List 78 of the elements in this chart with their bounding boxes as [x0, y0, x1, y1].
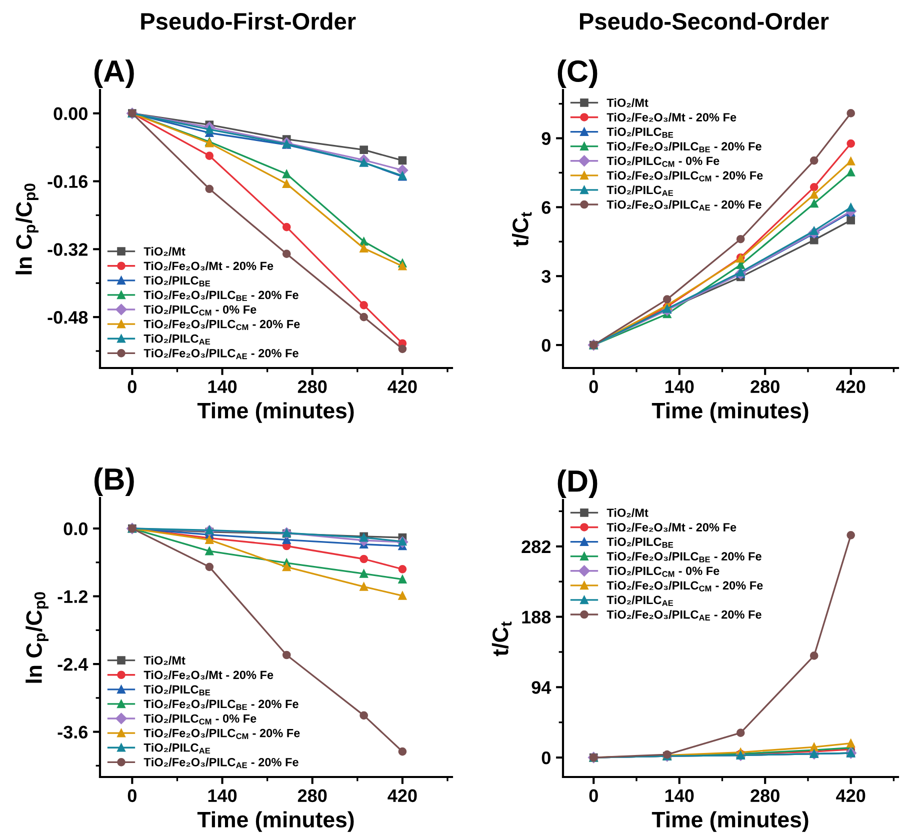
- x-tick-label: 140: [208, 380, 237, 394]
- y-tick-label: -0.16: [48, 175, 88, 188]
- legend-label: TiO₂/Fe₂O₃/PILC$_{AE}$ - 20% Fe: [606, 200, 762, 210]
- legend-label: TiO₂/Mt: [606, 508, 648, 518]
- x-tick-label: 420: [388, 789, 417, 802]
- x-tick-label: 420: [836, 789, 866, 802]
- y-tick-label: 9: [542, 132, 551, 145]
- x-tick-label: 0: [589, 380, 598, 394]
- legend-label: TiO₂/Fe₂O₃/PILC$_{CM}$ - 20% Fe: [144, 320, 300, 330]
- legend-label: TiO₂/Mt: [144, 656, 186, 665]
- legend-label: TiO₂/Fe₂O₃/PILC$_{AE}$ - 20% Fe: [144, 758, 298, 768]
- legend-label: TiO₂/Fe₂O₃/PILC$_{BE}$ - 20% Fe: [606, 552, 762, 562]
- x-tick-label: 140: [665, 380, 694, 394]
- chart-subtitle: Pseudo-First-Order: [141, 12, 356, 30]
- y-tick-label: 3: [542, 270, 551, 283]
- legend-label: TiO₂/Fe₂O₃/Mt - 20% Fe: [606, 522, 736, 532]
- legend-label: TiO₂/PILC$_{CM}$ - 0% Fe: [606, 156, 720, 167]
- legend-label: TiO₂/PILC$_{AE}$: [606, 185, 674, 196]
- x-tick-label: 280: [750, 789, 780, 802]
- y-tick-label: 94: [532, 681, 552, 694]
- legend-label: TiO₂/Fe₂O₃/PILC$_{CM}$ - 20% Fe: [606, 580, 763, 592]
- x-tick-label: 0: [128, 380, 136, 394]
- x-axis-title: Time (minutes): [652, 811, 808, 832]
- y-tick-label: 0: [542, 751, 550, 764]
- legend-label: TiO₂/Fe₂O₃/PILC$_{BE}$ - 20% Fe: [606, 142, 762, 152]
- x-tick-label: 0: [128, 789, 136, 802]
- legend-label: TiO₂/Mt: [606, 98, 648, 108]
- y-tick-label: -1.2: [58, 590, 88, 603]
- x-tick-label: 420: [388, 380, 417, 394]
- y-tick-label: -2.4: [58, 658, 88, 671]
- legend-label: TiO₂/PILC$_{CM}$ - 0% Fe: [606, 566, 720, 577]
- legend-label: TiO₂/Fe₂O₃/PILC$_{AE}$ - 20% Fe: [144, 348, 298, 360]
- legend-label: TiO₂/Fe₂O₃/PILC$_{CM}$ - 20% Fe: [144, 728, 300, 740]
- legend-label: TiO₂/Fe₂O₃/Mt - 20% Fe: [144, 670, 274, 680]
- legend-label: TiO₂/Fe₂O₃/PILC$_{CM}$ - 20% Fe: [606, 170, 763, 182]
- legend-label: TiO₂/PILC$_{AE}$: [606, 595, 674, 606]
- y-tick-label: -0.32: [48, 243, 88, 256]
- legend-label: TiO₂/PILC$_{AE}$: [144, 743, 210, 754]
- legend-label: TiO₂/Mt: [144, 246, 186, 256]
- x-tick-label: 0: [589, 789, 598, 802]
- legend-label: TiO₂/PILC$_{CM}$ - 0% Fe: [144, 305, 256, 316]
- y-tick-label: 282: [522, 540, 550, 554]
- y-tick-label: 6: [542, 201, 551, 214]
- legend-label: TiO₂/PILC$_{AE}$: [144, 334, 210, 345]
- y-axis-title: ln C$_{p}$/C$_{p0}$: [26, 592, 48, 683]
- legend-label: TiO₂/Fe₂O₃/PILC$_{AE}$ - 20% Fe: [606, 610, 762, 620]
- chart-subtitle: Pseudo-Second-Order: [580, 12, 829, 30]
- x-tick-label: 280: [750, 380, 780, 394]
- y-tick-label: 0.0: [64, 522, 88, 536]
- y-axis-title: t/C$_{t}$: [492, 622, 512, 656]
- x-tick-label: 140: [665, 789, 694, 802]
- x-axis-title: Time (minutes): [652, 402, 808, 423]
- chart-title: (D): [558, 470, 598, 498]
- y-axis-title: ln C$_{p}$/C$_{p0}$: [16, 184, 38, 274]
- legend-label: TiO₂/PILC$_{BE}$: [144, 684, 210, 696]
- legend-label: TiO₂/Fe₂O₃/Mt - 20% Fe: [144, 261, 274, 270]
- legend-label: TiO₂/PILC$_{BE}$: [606, 127, 674, 138]
- x-tick-label: 280: [298, 380, 327, 394]
- x-axis-title: Time (minutes): [197, 402, 354, 423]
- y-axis-title: t/C$_{t}$: [512, 212, 532, 247]
- y-tick-label: -3.6: [58, 726, 88, 739]
- chart-title: (A): [94, 60, 134, 88]
- chart-title: (C): [558, 60, 598, 88]
- legend-label: TiO₂/PILC$_{BE}$: [606, 537, 674, 548]
- x-axis-title: Time (minutes): [197, 811, 354, 832]
- legend-label: TiO₂/PILC$_{BE}$: [144, 276, 210, 286]
- x-tick-label: 420: [836, 380, 866, 394]
- y-tick-label: 188: [522, 610, 551, 624]
- y-tick-label: 0.00: [54, 107, 88, 120]
- y-tick-label: 0: [542, 338, 550, 352]
- legend-label: TiO₂/Fe₂O₃/PILC$_{BE}$ - 20% Fe: [144, 290, 298, 301]
- x-tick-label: 140: [208, 789, 237, 802]
- y-tick-label: -0.48: [48, 311, 88, 324]
- x-tick-label: 280: [298, 789, 327, 802]
- legend-label: TiO₂/PILC$_{CM}$ - 0% Fe: [144, 714, 256, 725]
- chart-title: (B): [94, 468, 134, 496]
- legend-label: TiO₂/Fe₂O₃/Mt - 20% Fe: [606, 112, 736, 122]
- legend-label: TiO₂/Fe₂O₃/PILC$_{BE}$ - 20% Fe: [144, 699, 298, 710]
